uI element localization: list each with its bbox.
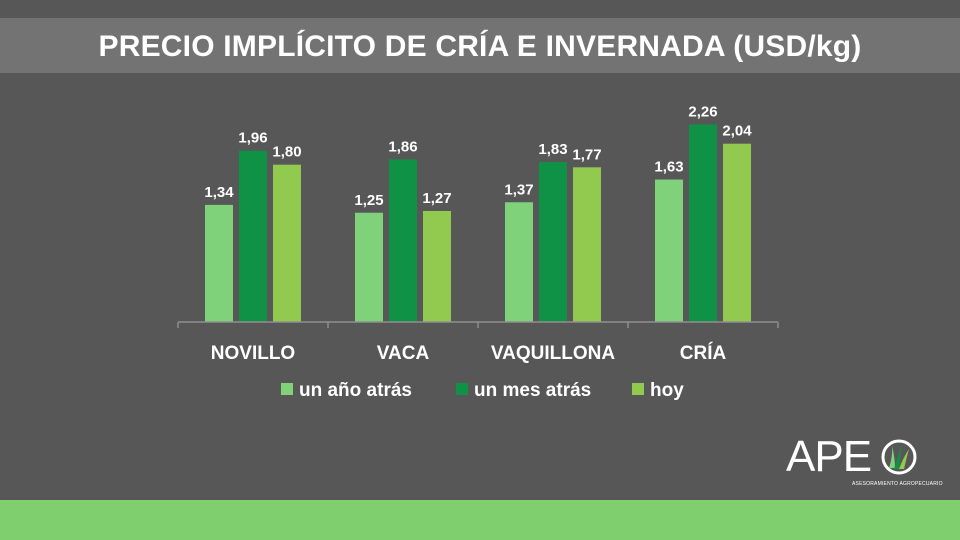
x-tick-label: VAQUILLONA <box>491 343 615 364</box>
bar-chart: 1,34 1,96 1,80 NOVILLO 1,25 1,86 1,27 VACA 1,37 1… <box>177 103 779 401</box>
bar-hoy-cría <box>723 143 751 322</box>
legend-label: un mes atrás <box>474 380 591 401</box>
ape-logo: APE ASESORAMIENTO AGROPECUARIO <box>786 432 942 492</box>
data-label: 1,77 <box>572 146 601 163</box>
bar-un-año-atrás-vaquillona <box>505 202 533 322</box>
legend-swatch <box>456 383 468 395</box>
bar-un-mes-atrás-cría <box>689 124 717 322</box>
data-label: 1,63 <box>654 159 683 176</box>
bar-un-mes-atrás-vaca <box>389 159 417 322</box>
bar-hoy-novillo <box>273 164 301 322</box>
legend-label: hoy <box>650 380 684 401</box>
bar-un-año-atrás-novillo <box>205 204 233 322</box>
footer-bar <box>0 500 960 540</box>
data-label: 1,86 <box>388 138 417 155</box>
data-label: 1,34 <box>204 184 234 201</box>
grass-circle-icon <box>881 439 917 475</box>
legend-swatch <box>632 383 644 395</box>
bar-un-año-atrás-cría <box>655 179 683 322</box>
chart-title: PRECIO IMPLÍCITO DE CRÍA E INVERNADA (US… <box>98 30 862 63</box>
logo-subtitle: ASESORAMIENTO AGROPECUARIO <box>852 481 943 487</box>
x-tick-label: NOVILLO <box>211 343 295 364</box>
bar-un-mes-atrás-vaquillona <box>539 162 567 322</box>
legend-label: un año atrás <box>299 380 412 401</box>
x-tick-label: VACA <box>377 343 430 364</box>
bar-un-mes-atrás-novillo <box>239 150 267 322</box>
data-label: 1,37 <box>504 181 533 198</box>
data-label: 1,25 <box>354 192 383 209</box>
logo-text: APE <box>786 432 872 481</box>
data-label: 1,83 <box>538 141 567 158</box>
x-tick-label: CRÍA <box>680 342 727 364</box>
bar-hoy-vaquillona <box>573 167 601 322</box>
data-label: 1,96 <box>238 130 267 147</box>
data-label: 1,27 <box>422 190 451 207</box>
data-label: 1,80 <box>272 144 301 161</box>
data-label: 2,04 <box>722 123 752 140</box>
legend-swatch <box>281 383 293 395</box>
bar-un-año-atrás-vaca <box>355 212 383 322</box>
title-band <box>0 18 960 73</box>
bar-hoy-vaca <box>423 211 451 322</box>
data-label: 2,26 <box>688 103 717 120</box>
